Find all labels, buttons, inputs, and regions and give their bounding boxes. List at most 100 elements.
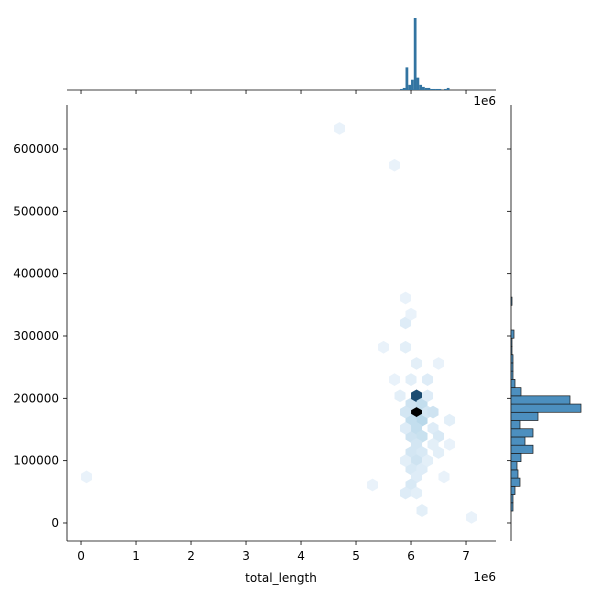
hex-bin: [438, 470, 450, 484]
x-marginal-bar: [411, 79, 414, 90]
hex-bin: [389, 158, 401, 172]
x-marginal-bar: [402, 87, 406, 90]
x-tick-label: 6: [407, 549, 415, 563]
x-marginal-bar: [400, 88, 403, 90]
hex-bin: [405, 413, 417, 427]
y-tick-label: 0: [51, 516, 59, 530]
hex-bin: [422, 389, 434, 403]
hex-bin: [400, 421, 412, 435]
x-tick-label: 3: [242, 549, 250, 563]
x-axis-label: total_length: [245, 571, 317, 585]
hex-bin: [433, 446, 445, 459]
hex-bin: [405, 373, 417, 386]
y-marginal-bar: [510, 387, 522, 397]
hex-bin: [378, 340, 390, 354]
y-marginal-bar: [510, 485, 516, 495]
hex-bin: [416, 446, 428, 459]
y-marginal-bar: [510, 370, 514, 380]
y-marginal-bar: [510, 379, 516, 388]
hex-bin: [422, 373, 434, 386]
hex-bin: [416, 462, 428, 476]
hex-bin: [400, 454, 412, 468]
y-marginal-bar: [510, 502, 514, 512]
hex-bin: [416, 430, 428, 443]
hex-bin: [400, 405, 412, 419]
hex-bin: [422, 454, 434, 468]
hex-bin: [405, 462, 417, 476]
hex-bin: [411, 454, 423, 468]
hex-bin: [367, 478, 379, 492]
hex-bin: [400, 340, 412, 354]
y-marginal-bar: [510, 329, 515, 339]
y-tick-label: 600000: [13, 142, 59, 156]
y-marginal-bar: [510, 337, 513, 347]
y-marginal-bar: [510, 411, 539, 421]
hex-bin: [444, 438, 456, 451]
hex-bin: [411, 421, 423, 435]
hex-bin: [416, 413, 428, 427]
hex-bin: [405, 478, 417, 492]
hex-bin: [405, 397, 417, 411]
x-marginal-bar: [446, 87, 450, 90]
hex-bin: [405, 307, 417, 321]
x-marginal-bar: [433, 88, 436, 90]
x-marginal-bar: [408, 84, 412, 90]
y-marginal-bar: [510, 469, 519, 479]
x-tick-label: 5: [352, 549, 360, 563]
hex-bin: [427, 438, 439, 451]
x-marginal-bar: [416, 77, 420, 90]
x-marginal-bar: [413, 18, 417, 90]
hex-bin: [411, 357, 423, 370]
y-marginal-bar: [510, 296, 513, 306]
hex-bin: [416, 504, 428, 517]
y-marginal-bar: [510, 494, 514, 504]
y-tick-label: 300000: [13, 329, 59, 343]
y-tick-label: 100000: [13, 454, 59, 468]
y-marginal-bar: [510, 477, 521, 487]
hex-bin: [400, 316, 412, 330]
hex-bin: [405, 430, 417, 443]
hex-bin: [389, 373, 401, 386]
y-marginal-bar: [510, 420, 521, 430]
x-tick-label: 7: [462, 549, 470, 563]
x-marginal-bar: [427, 87, 431, 90]
y-marginal-bar: [510, 395, 571, 405]
y-marginal-bar: [510, 403, 582, 413]
x-tick-label: 0: [77, 549, 85, 563]
x-marginal-bar: [419, 84, 423, 90]
hex-bin: [444, 413, 456, 427]
hex-bin: [466, 511, 478, 524]
x-tick-label: 1: [132, 549, 140, 563]
hex-bin: [81, 470, 93, 484]
hex-bin: [411, 438, 423, 451]
hex-bin: [433, 357, 445, 370]
x-marginal-bar: [438, 88, 442, 90]
hex-bin: [405, 446, 417, 459]
y-tick-label: 500000: [13, 204, 59, 218]
x-marginal-bar: [430, 88, 434, 90]
y-tick-label: 200000: [13, 391, 59, 405]
y-marginal-bar: [510, 453, 522, 463]
x-tick-label: 2: [187, 549, 195, 563]
y-marginal-bar: [510, 428, 534, 438]
hex-bin: [427, 421, 439, 435]
y-marginal-bar: [510, 346, 513, 356]
x-marginal-bar: [444, 88, 447, 90]
y-marginal-bar: [510, 354, 514, 364]
x-marginal-bar: [424, 87, 428, 90]
y-tick-label: 400000: [13, 267, 59, 281]
y-marginal-bar: [510, 461, 518, 471]
hex-bin: [427, 405, 439, 419]
x-offset-label: 1e6: [473, 570, 496, 584]
y-marginal-bar: [510, 436, 526, 446]
x-marginal-bar: [405, 67, 409, 90]
x-marginal-bar: [435, 88, 439, 90]
top-offset-label: 1e6: [473, 94, 496, 108]
hex-bin: [433, 430, 445, 443]
hex-bin: [411, 389, 423, 403]
hex-bin: [416, 397, 428, 411]
x-tick-label: 4: [297, 549, 305, 563]
hex-bin: [400, 291, 412, 305]
